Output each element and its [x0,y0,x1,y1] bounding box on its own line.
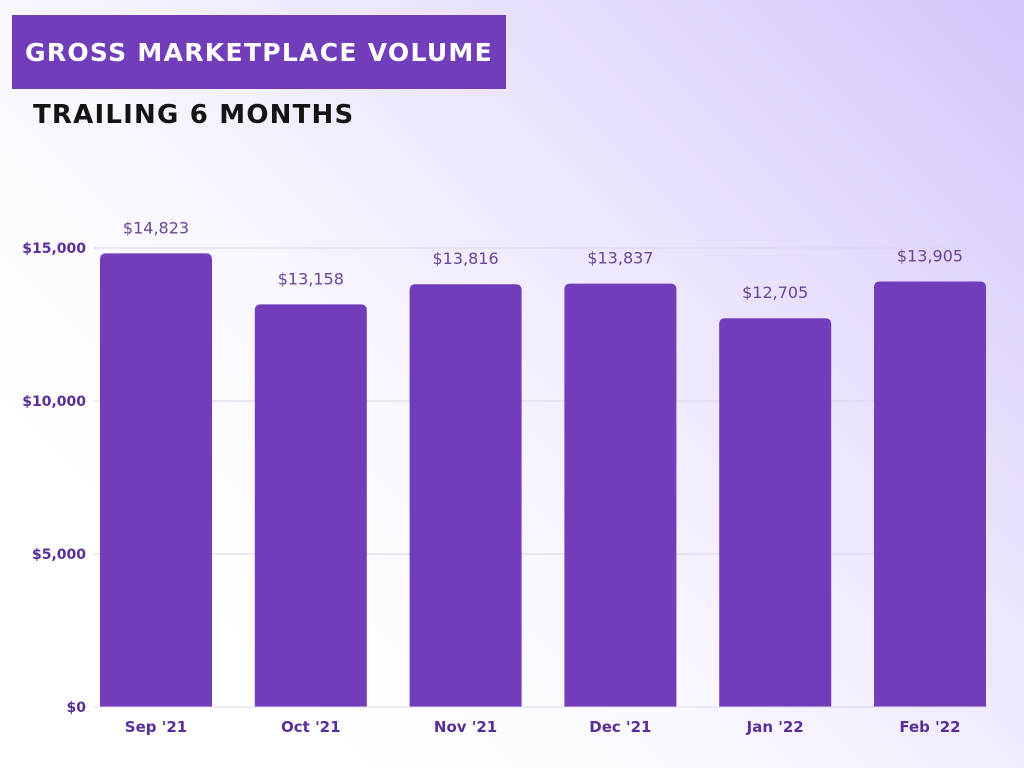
data-label: $13,905 [897,247,963,266]
x-tick-label: Sep '21 [125,718,187,736]
x-tick-label: Feb '22 [899,718,960,736]
y-tick-label: $5,000 [32,547,86,563]
chart-subtitle: TRAILING 6 MONTHS [33,100,355,130]
bar [254,304,367,707]
x-tick-label: Dec '21 [589,718,651,736]
bar [409,284,522,707]
y-tick-label: $0 [67,700,87,716]
data-label: $13,816 [433,249,499,268]
chart-title: GROSS MARKETPLACE VOLUME [25,37,493,67]
bar [564,283,677,707]
y-tick-label: $10,000 [22,394,86,410]
y-tick-label: $15,000 [22,241,86,257]
bar [719,318,832,707]
data-label: $13,158 [278,269,344,288]
bar [874,281,986,707]
x-tick-label: Nov '21 [434,718,497,736]
x-tick-label: Jan '22 [746,718,804,736]
data-label: $14,823 [123,218,189,237]
bar [100,253,212,707]
chart-title-banner: GROSS MARKETPLACE VOLUME [12,15,506,89]
data-label: $13,837 [587,249,653,268]
data-label: $12,705 [742,283,808,302]
x-tick-label: Oct '21 [281,718,341,736]
